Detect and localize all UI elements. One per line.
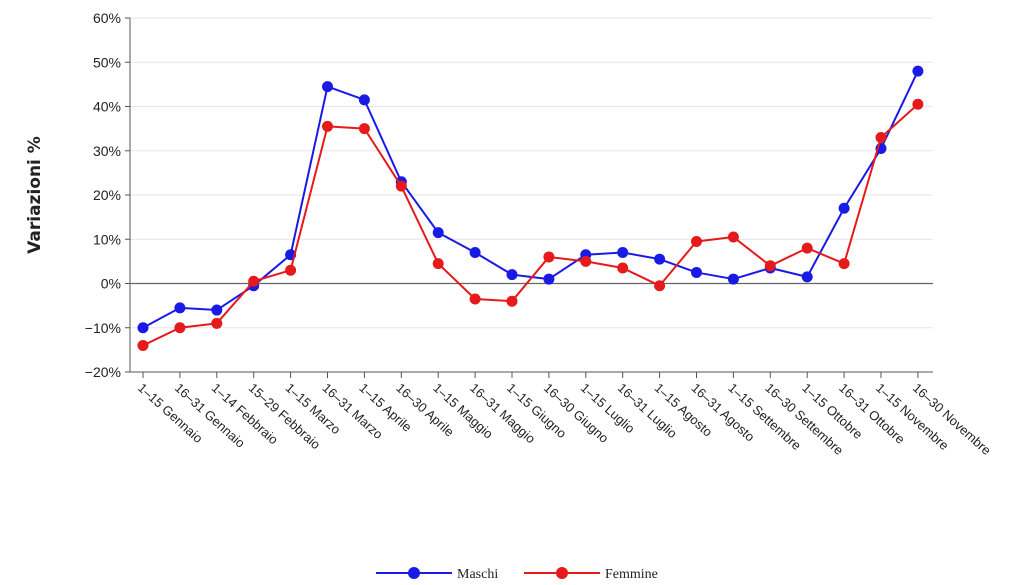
data-point [654, 280, 666, 292]
data-point [358, 123, 370, 135]
data-point [174, 302, 186, 314]
data-point [137, 322, 149, 334]
data-point [617, 262, 629, 274]
data-point [543, 273, 555, 285]
y-tick-label: −20% [85, 364, 121, 380]
data-point [322, 81, 333, 93]
data-point [211, 304, 223, 316]
data-point [801, 271, 813, 283]
data-point [543, 251, 555, 263]
y-axis-label: Variazioni % [25, 136, 45, 254]
series-line [142, 103, 919, 347]
data-point [506, 295, 518, 307]
data-point [838, 258, 850, 270]
data-point [764, 260, 776, 272]
data-point [506, 269, 518, 281]
series-line [142, 70, 919, 329]
data-point [691, 266, 702, 278]
legend: Maschi Femmine [376, 567, 658, 582]
grid [130, 17, 933, 373]
data-point [248, 275, 260, 287]
legend-item: Maschi [376, 567, 498, 582]
y-tick-label: 30% [93, 143, 121, 159]
data-point [432, 258, 444, 270]
y-tick-label: 20% [93, 187, 121, 203]
legend-marker [556, 567, 568, 579]
data-point [727, 231, 739, 243]
legend-label: Femmine [605, 567, 658, 582]
data-point [727, 273, 739, 285]
data-point [358, 94, 370, 106]
y-tick-label: 0% [101, 276, 121, 292]
data-point [137, 339, 149, 351]
legend-item: Femmine [524, 567, 658, 582]
y-tick-label: 50% [93, 54, 121, 70]
data-point [691, 235, 702, 247]
series-maschi [137, 65, 924, 334]
legend-marker [408, 567, 420, 579]
data-point [912, 98, 924, 110]
data-point [654, 253, 666, 265]
legend-label: Maschi [457, 567, 498, 582]
y-tick-label: −10% [85, 320, 121, 336]
y-tick-label: 10% [93, 231, 121, 247]
data-point [617, 247, 629, 259]
data-point [580, 255, 592, 267]
x-tick-label: 1–15 Gennaio [135, 380, 206, 446]
data-point [174, 322, 186, 334]
data-point [875, 131, 887, 143]
data-point [801, 242, 813, 254]
y-tick-label: 40% [93, 99, 121, 115]
data-point [469, 293, 481, 305]
data-point [285, 264, 297, 276]
y-ticks: −20% −10% 0% 10% 20% 30% 40% 50% 60% [85, 10, 130, 380]
data-point [432, 227, 444, 239]
y-tick-label: 60% [93, 10, 121, 26]
data-point [838, 202, 850, 214]
data-point [469, 247, 481, 259]
data-point [211, 317, 223, 329]
data-point [912, 65, 924, 77]
data-point [322, 120, 333, 132]
series [137, 65, 924, 351]
data-point [395, 180, 407, 192]
series-femmine [137, 98, 924, 351]
